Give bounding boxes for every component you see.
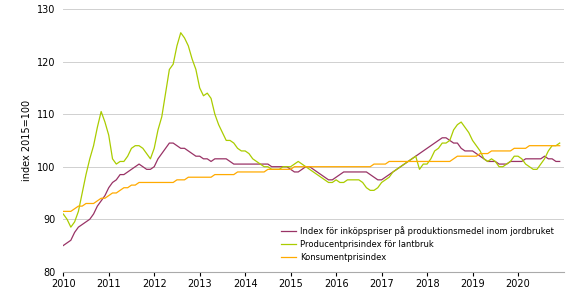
- Konsumentprisindex: [212, 173, 218, 176]
- Producentprisindex för lantbruk: [234, 146, 241, 150]
- Line: Index för inköpspriser på produktionsmedel inom jordbruket: Index för inköpspriser på produktionsmed…: [63, 138, 559, 246]
- Producentprisindex för lantbruk: [556, 141, 563, 145]
- Konsumentprisindex: [458, 154, 465, 158]
- Konsumentprisindex: [526, 144, 533, 147]
- Konsumentprisindex: [462, 154, 469, 158]
- Legend: Index för inköpspriser på produktionsmedel inom jordbruket, Producentprisindex f: Index för inköpspriser på produktionsmed…: [281, 226, 554, 262]
- Index för inköpspriser på produktionsmedel inom jordbruket: [439, 136, 446, 140]
- Index för inköpspriser på produktionsmedel inom jordbruket: [212, 157, 218, 161]
- Index för inköpspriser på produktionsmedel inom jordbruket: [60, 244, 67, 247]
- Index för inköpspriser på produktionsmedel inom jordbruket: [556, 160, 563, 163]
- Producentprisindex för lantbruk: [219, 131, 226, 134]
- Index för inköpspriser på produktionsmedel inom jordbruket: [120, 173, 127, 176]
- Konsumentprisindex: [227, 173, 233, 176]
- Producentprisindex för lantbruk: [67, 225, 74, 229]
- Line: Producentprisindex för lantbruk: Producentprisindex för lantbruk: [63, 33, 559, 227]
- Producentprisindex för lantbruk: [60, 212, 67, 216]
- Index för inköpspriser på produktionsmedel inom jordbruket: [102, 194, 109, 198]
- Konsumentprisindex: [120, 186, 127, 190]
- Konsumentprisindex: [102, 196, 109, 200]
- Index för inköpspriser på produktionsmedel inom jordbruket: [227, 160, 233, 163]
- Producentprisindex för lantbruk: [177, 31, 184, 34]
- Y-axis label: index 2015=100: index 2015=100: [21, 100, 32, 181]
- Index för inköpspriser på produktionsmedel inom jordbruket: [462, 149, 469, 153]
- Konsumentprisindex: [60, 210, 67, 213]
- Producentprisindex för lantbruk: [465, 131, 472, 134]
- Line: Konsumentprisindex: Konsumentprisindex: [63, 146, 559, 211]
- Konsumentprisindex: [556, 144, 563, 147]
- Producentprisindex för lantbruk: [105, 133, 112, 137]
- Index för inköpspriser på produktionsmedel inom jordbruket: [465, 149, 472, 153]
- Producentprisindex för lantbruk: [469, 139, 476, 142]
- Producentprisindex för lantbruk: [124, 154, 131, 158]
